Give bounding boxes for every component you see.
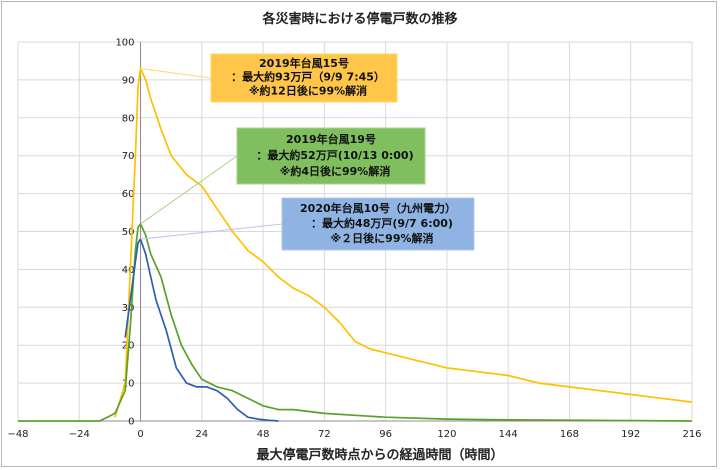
x-tick-label: 192 bbox=[621, 429, 640, 440]
annotation-line: ※約4日後に99%解消 bbox=[280, 164, 391, 178]
x-tick-labels: −48 −24 0 24 48 72 96 120 144 168 192 216 bbox=[7, 429, 701, 440]
series-line-2 bbox=[18, 223, 693, 422]
x-tick-label: 48 bbox=[257, 429, 270, 440]
x-tick-label: 120 bbox=[437, 429, 456, 440]
x-tick-label: 0 bbox=[137, 429, 143, 440]
annotations: 2019年台風15号：最大約93万戸（9/9 7:45）※約12日後に99%解消… bbox=[210, 53, 475, 251]
x-tick-label: 72 bbox=[318, 429, 331, 440]
x-axis-label: 最大停電戸数時点からの経過時間（時間） bbox=[256, 447, 503, 463]
annotation-line: ：最大約48万戸(9/7 6:00) bbox=[311, 216, 453, 230]
series-line-1 bbox=[114, 67, 693, 418]
x-tick-label: 96 bbox=[379, 429, 392, 440]
annotation-leader-2 bbox=[140, 155, 238, 225]
y-tick-label: 100 bbox=[115, 38, 134, 49]
annotation-line: 2020年台風10号（九州電力） bbox=[300, 201, 456, 215]
x-tick-label: 24 bbox=[195, 429, 208, 440]
annotation-leader-1 bbox=[140, 68, 212, 79]
y-tick-label: 40 bbox=[122, 265, 135, 276]
annotation-box bbox=[281, 197, 475, 251]
annotation-line: ：最大約52万戸(10/13 0:00) bbox=[256, 148, 413, 162]
y-tick-label: 60 bbox=[122, 189, 135, 200]
y-tick-label: 50 bbox=[122, 227, 135, 238]
annotation-leader-lines bbox=[140, 68, 283, 240]
annotation-box bbox=[210, 53, 398, 103]
series-lines bbox=[18, 67, 693, 422]
y-tick-label: 80 bbox=[122, 113, 135, 124]
annotation-line: 2019年台風19号 bbox=[286, 132, 376, 146]
y-tick-label: 10 bbox=[122, 379, 135, 390]
annotation-line: ※約12日後に99%解消 bbox=[249, 83, 367, 97]
series-line-3 bbox=[124, 238, 279, 422]
y-tick-label: 90 bbox=[122, 75, 135, 86]
x-tick-label: 144 bbox=[499, 429, 518, 440]
annotation-1: 2019年台風15号：最大約93万戸（9/9 7:45）※約12日後に99%解消 bbox=[210, 53, 398, 103]
annotation-2: 2019年台風19号 ：最大約52万戸(10/13 0:00) ※約4日後に99%解… bbox=[236, 127, 426, 185]
annotation-leader-3 bbox=[140, 223, 283, 240]
x-tick-label: −48 bbox=[7, 429, 28, 440]
annotation-3: 2020年台風10号（九州電力）：最大約48万戸(9/7 6:00)※２日後に9… bbox=[281, 197, 475, 251]
annotation-line: ：最大約93万戸（9/9 7:45） bbox=[231, 70, 385, 84]
annotation-box bbox=[236, 127, 426, 185]
x-tick-label: 168 bbox=[560, 429, 579, 440]
annotation-line: 2019年台風15号 bbox=[259, 56, 349, 70]
y-tick-label: 0 bbox=[128, 417, 134, 428]
annotation-line: ※２日後に99%解消 bbox=[330, 231, 433, 245]
x-tick-label: 216 bbox=[682, 429, 701, 440]
chart-title: 各災害時における停電戸数の推移 bbox=[261, 11, 457, 27]
y-tick-label: 70 bbox=[122, 151, 135, 162]
x-tick-label: −24 bbox=[69, 429, 90, 440]
